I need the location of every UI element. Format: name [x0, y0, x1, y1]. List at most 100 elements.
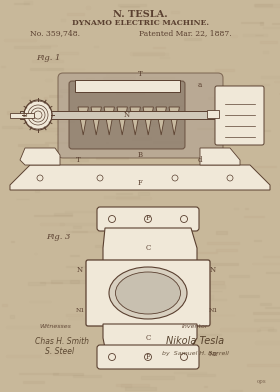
Bar	[69, 93, 89, 95]
Bar	[141, 84, 143, 85]
Bar	[264, 229, 280, 230]
Bar	[95, 265, 121, 268]
Bar	[23, 303, 45, 304]
Bar	[114, 198, 148, 201]
Polygon shape	[103, 228, 197, 262]
Bar	[137, 44, 155, 47]
Bar	[152, 248, 175, 249]
Polygon shape	[104, 107, 115, 135]
Text: N: N	[77, 266, 83, 274]
Bar	[54, 375, 60, 377]
Bar	[31, 34, 50, 37]
Bar	[178, 239, 195, 241]
Bar	[49, 74, 75, 76]
Bar	[215, 205, 229, 206]
Bar	[257, 101, 263, 103]
Text: T: T	[138, 70, 142, 78]
Text: Witnesses: Witnesses	[39, 325, 71, 330]
Bar	[167, 45, 189, 48]
Bar	[119, 208, 129, 209]
Bar	[22, 131, 27, 133]
Bar	[243, 242, 272, 245]
Bar	[201, 89, 224, 91]
Bar	[108, 321, 121, 323]
Bar	[226, 62, 230, 63]
Text: N1: N1	[208, 307, 218, 312]
Bar	[165, 147, 169, 150]
Circle shape	[181, 216, 188, 223]
Ellipse shape	[24, 100, 52, 130]
Bar	[124, 257, 157, 258]
Bar	[29, 199, 50, 200]
Bar	[61, 254, 64, 256]
Bar	[23, 358, 40, 361]
Bar	[91, 160, 128, 161]
Bar	[228, 214, 268, 215]
Bar	[147, 136, 176, 139]
Bar	[275, 227, 280, 229]
Bar	[89, 292, 114, 296]
Text: DYNAMO ELECTRIC MACHINE.: DYNAMO ELECTRIC MACHINE.	[71, 19, 209, 27]
Bar	[27, 96, 35, 99]
Bar	[206, 53, 244, 55]
Bar	[112, 36, 117, 37]
Ellipse shape	[109, 267, 187, 319]
Bar	[46, 250, 65, 252]
Bar	[50, 256, 75, 258]
Text: b: b	[23, 111, 27, 119]
Bar	[220, 140, 241, 142]
Text: B: B	[137, 151, 143, 159]
Bar	[199, 387, 225, 389]
Bar	[90, 54, 95, 56]
Bar	[75, 80, 180, 92]
Bar	[95, 258, 105, 261]
FancyBboxPatch shape	[69, 81, 185, 149]
FancyBboxPatch shape	[97, 345, 199, 369]
Bar	[45, 223, 70, 226]
Bar	[75, 170, 111, 171]
Text: ops: ops	[257, 379, 267, 385]
Bar	[177, 259, 192, 261]
Bar	[210, 58, 228, 62]
Bar	[178, 116, 198, 117]
Bar	[251, 251, 271, 253]
Text: T: T	[76, 156, 80, 164]
Bar	[237, 122, 274, 123]
Polygon shape	[10, 165, 270, 190]
Text: N2: N2	[208, 352, 218, 358]
Bar	[66, 305, 73, 308]
Bar	[6, 363, 30, 364]
Bar	[12, 73, 34, 76]
Circle shape	[172, 175, 178, 181]
Text: N: N	[210, 266, 216, 274]
Bar	[147, 84, 187, 87]
Bar	[173, 268, 196, 269]
Bar	[128, 367, 155, 368]
Bar	[134, 273, 173, 275]
Polygon shape	[156, 107, 166, 135]
Bar	[72, 231, 96, 234]
Bar	[31, 318, 38, 319]
Bar	[1, 211, 37, 213]
Bar	[65, 259, 83, 260]
Bar	[228, 216, 263, 217]
Bar	[7, 156, 32, 159]
Bar	[188, 93, 209, 95]
Bar	[192, 254, 201, 255]
Text: Inventor: Inventor	[182, 325, 208, 330]
Bar	[49, 182, 80, 183]
Bar	[31, 380, 58, 383]
Bar	[50, 94, 67, 95]
Bar	[83, 170, 96, 171]
FancyBboxPatch shape	[58, 73, 223, 158]
Bar	[206, 185, 237, 186]
Bar	[99, 299, 104, 301]
Bar	[230, 118, 246, 120]
Bar	[117, 384, 127, 385]
Bar	[31, 356, 34, 359]
Bar	[48, 359, 60, 360]
Bar	[20, 111, 260, 119]
Bar	[240, 390, 266, 392]
FancyBboxPatch shape	[97, 207, 199, 231]
Bar	[237, 142, 260, 143]
